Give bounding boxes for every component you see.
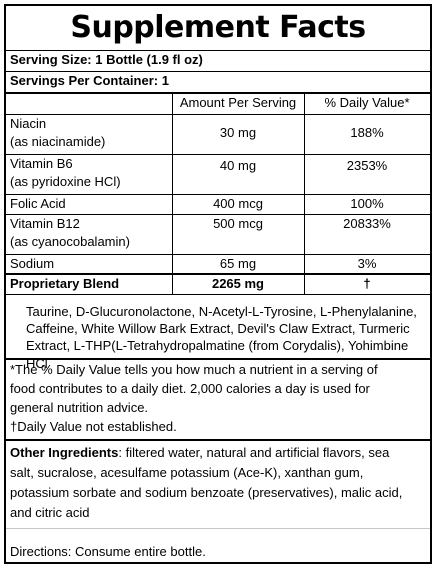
other-ingredients-line: and citric acid xyxy=(10,505,90,520)
footnote-line: †Daily Value not established. xyxy=(10,419,177,434)
nutrient-daily-value: 2353% xyxy=(346,158,388,173)
blend-ingredients-line: Caffeine, White Willow Bark Extract, Dev… xyxy=(26,321,410,336)
divider xyxy=(6,214,430,215)
nutrient-source: (as pyridoxine HCl) xyxy=(10,174,121,189)
nutrient-daily-value: 20833% xyxy=(343,216,391,231)
nutrient-name: Folic Acid xyxy=(10,196,66,211)
nutrient-name: Niacin xyxy=(10,116,47,131)
gridline xyxy=(6,528,430,529)
footnote-line: food contributes to a daily diet. 2,000 … xyxy=(10,381,370,396)
other-ingredients-line: Other Ingredients: filtered water, natur… xyxy=(10,444,428,462)
amount-column-header: Amount Per Serving xyxy=(179,95,297,110)
divider-thick xyxy=(6,92,430,94)
directions: Directions: Consume entire bottle. xyxy=(10,544,206,559)
nutrient-name: Sodium xyxy=(10,256,55,271)
serving-size: Serving Size: 1 Bottle (1.9 fl oz) xyxy=(10,52,203,67)
divider-thick xyxy=(6,273,430,275)
other-ingredients-text: : filtered water, natural and artificial… xyxy=(118,445,390,460)
divider xyxy=(6,194,430,195)
nutrient-amount: 500 mcg xyxy=(213,216,263,231)
nutrient-daily-value: 188% xyxy=(350,125,384,140)
nutrient-source: (as cyanocobalamin) xyxy=(10,234,130,249)
column-separator xyxy=(172,92,173,294)
blend-ingredients-line: Taurine, D-Glucuronolactone, N-Acetyl-L-… xyxy=(26,304,417,319)
divider xyxy=(6,71,430,72)
divider-thick xyxy=(6,439,430,441)
nutrient-amount: 65 mg xyxy=(219,256,257,271)
nutrient-name: Vitamin B12 xyxy=(10,216,80,231)
other-ingredients-line: salt, sucralose, acesulfame potassium (A… xyxy=(10,465,364,480)
nutrient-daily-value: 3% xyxy=(357,256,377,271)
nutrient-source: (as niacinamide) xyxy=(10,134,106,149)
nutrient-amount: 30 mg xyxy=(219,125,257,140)
blend-name: Proprietary Blend xyxy=(10,276,120,291)
blend-daily-value: † xyxy=(363,276,371,291)
other-ingredients-line: potassium sorbate and sodium benzoate (p… xyxy=(10,485,403,500)
divider xyxy=(6,254,430,255)
daily-value-column-header: % Daily Value* xyxy=(324,95,410,110)
divider xyxy=(6,50,430,51)
nutrient-daily-value: 100% xyxy=(350,196,384,211)
servings-per-container: Servings Per Container: 1 xyxy=(10,73,169,88)
divider xyxy=(6,154,430,155)
other-ingredients-label: Other Ingredients xyxy=(10,445,119,460)
nutrient-name: Vitamin B6 xyxy=(10,156,73,171)
divider xyxy=(6,294,430,295)
panel-title: Supplement Facts xyxy=(70,10,366,45)
footnote-line: *The % Daily Value tells you how much a … xyxy=(10,362,378,377)
divider xyxy=(6,114,430,115)
nutrient-amount: 400 mcg xyxy=(213,196,263,211)
nutrient-amount: 40 mg xyxy=(219,158,257,173)
supplement-facts-panel: Supplement Facts Serving Size: 1 Bottle … xyxy=(4,4,432,564)
blend-amount: 2265 mg xyxy=(211,276,265,291)
column-separator xyxy=(304,92,305,294)
footnote-line: general nutrition advice. xyxy=(10,400,149,415)
divider-thick xyxy=(6,358,430,360)
